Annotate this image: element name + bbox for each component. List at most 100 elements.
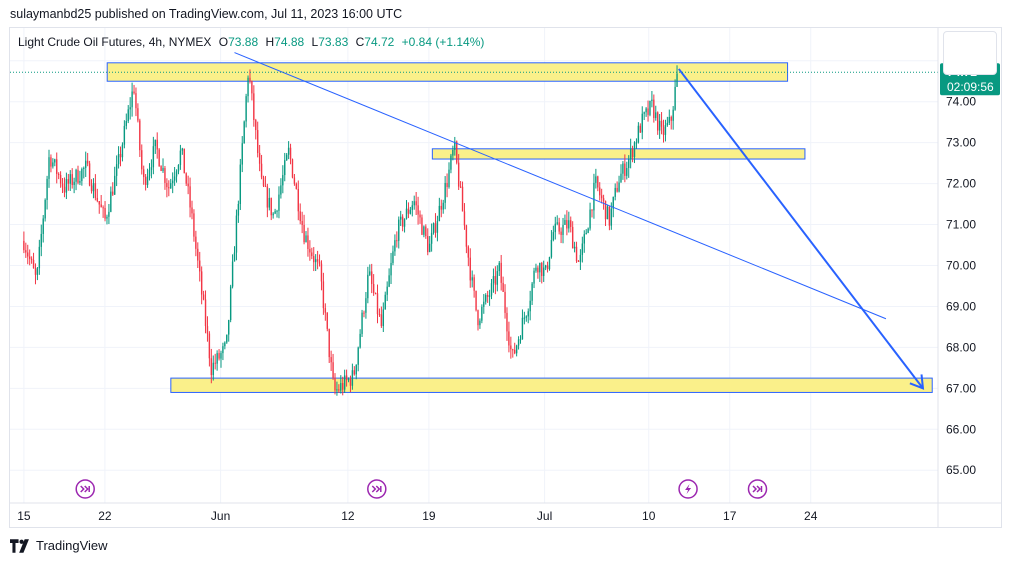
candle-body bbox=[446, 182, 448, 188]
candle bbox=[562, 217, 564, 244]
candle-body bbox=[349, 379, 352, 386]
candle bbox=[282, 165, 284, 194]
candle bbox=[374, 292, 377, 295]
candle-body bbox=[108, 211, 110, 217]
candle-body bbox=[519, 339, 522, 341]
candle-body bbox=[490, 283, 493, 296]
candle bbox=[546, 261, 549, 273]
candle-body bbox=[401, 216, 404, 227]
candle bbox=[556, 215, 558, 226]
candle-body bbox=[206, 326, 209, 334]
candle-body bbox=[338, 389, 340, 391]
dividend-event-icon[interactable] bbox=[747, 479, 768, 499]
candle bbox=[500, 254, 502, 291]
candle bbox=[409, 206, 412, 215]
y-tick-label: 72.00 bbox=[946, 177, 976, 191]
candle-body bbox=[575, 246, 578, 262]
candle bbox=[110, 186, 112, 213]
candle bbox=[384, 291, 386, 310]
candle bbox=[311, 247, 313, 260]
candle-body bbox=[600, 195, 603, 199]
candle-body bbox=[342, 383, 344, 390]
candle bbox=[199, 251, 201, 282]
candle bbox=[372, 274, 375, 296]
candle bbox=[90, 179, 93, 194]
candle bbox=[645, 107, 647, 117]
candle-body bbox=[405, 208, 408, 219]
candle bbox=[345, 369, 348, 387]
candle bbox=[235, 209, 238, 261]
candle bbox=[485, 293, 487, 305]
candle-body bbox=[483, 301, 485, 307]
candle bbox=[193, 209, 195, 242]
candle-body bbox=[599, 187, 601, 196]
chevron-icon bbox=[80, 485, 85, 493]
candle bbox=[531, 281, 533, 306]
candle-body bbox=[48, 157, 50, 179]
candle bbox=[61, 178, 64, 194]
candle-body bbox=[622, 163, 624, 174]
dividend-event-icon[interactable] bbox=[75, 479, 95, 499]
candle bbox=[183, 148, 185, 174]
candle bbox=[496, 265, 499, 292]
candle bbox=[664, 119, 667, 142]
candle bbox=[494, 266, 497, 295]
candle bbox=[270, 197, 272, 221]
candle bbox=[168, 180, 170, 197]
candle bbox=[94, 174, 97, 201]
candle-body bbox=[228, 320, 230, 335]
candle bbox=[204, 290, 207, 334]
candle bbox=[115, 155, 118, 187]
dividend-event-icon[interactable] bbox=[367, 479, 387, 499]
candle-body bbox=[332, 362, 334, 378]
high-value: 74.88 bbox=[274, 35, 305, 49]
candle-body bbox=[676, 73, 678, 87]
candle bbox=[23, 231, 25, 254]
candle-body bbox=[444, 182, 446, 203]
candle bbox=[42, 215, 44, 243]
candle-body bbox=[457, 162, 460, 187]
candle bbox=[336, 381, 338, 396]
candle-body bbox=[270, 197, 272, 216]
candle bbox=[171, 172, 174, 194]
candle-body bbox=[141, 150, 143, 170]
candle bbox=[614, 183, 616, 201]
candle-body bbox=[459, 186, 462, 188]
candle bbox=[214, 353, 216, 370]
candle bbox=[233, 246, 236, 262]
candle-body bbox=[655, 112, 657, 119]
candle bbox=[343, 369, 346, 393]
candle-body bbox=[104, 207, 106, 219]
candle bbox=[473, 274, 475, 298]
candle bbox=[481, 304, 483, 324]
event-circle bbox=[747, 479, 768, 499]
candle-body bbox=[131, 91, 133, 108]
candle bbox=[125, 113, 128, 130]
candle bbox=[670, 115, 672, 130]
candle-body bbox=[282, 175, 284, 186]
candle bbox=[158, 148, 160, 167]
earnings-event-icon[interactable] bbox=[678, 479, 698, 499]
candle bbox=[523, 311, 526, 325]
candle-body bbox=[197, 248, 199, 261]
candle-body bbox=[568, 220, 570, 229]
candle-body bbox=[274, 211, 276, 214]
candle-body bbox=[237, 203, 240, 216]
candle bbox=[622, 161, 624, 180]
candle-body bbox=[465, 225, 468, 247]
candle bbox=[599, 182, 601, 201]
candle-body bbox=[668, 117, 670, 123]
candle bbox=[40, 224, 42, 257]
candle bbox=[30, 256, 33, 264]
candle-body bbox=[295, 183, 298, 190]
candle bbox=[403, 218, 406, 233]
candle-body bbox=[550, 239, 553, 258]
candle-body bbox=[471, 277, 473, 281]
y-tick-label: 70.00 bbox=[946, 259, 976, 273]
candle bbox=[123, 120, 126, 149]
price-scale-widget[interactable] bbox=[943, 31, 997, 75]
candle bbox=[488, 289, 491, 306]
tradingview-logo-icon bbox=[10, 538, 29, 553]
candle bbox=[239, 158, 242, 211]
